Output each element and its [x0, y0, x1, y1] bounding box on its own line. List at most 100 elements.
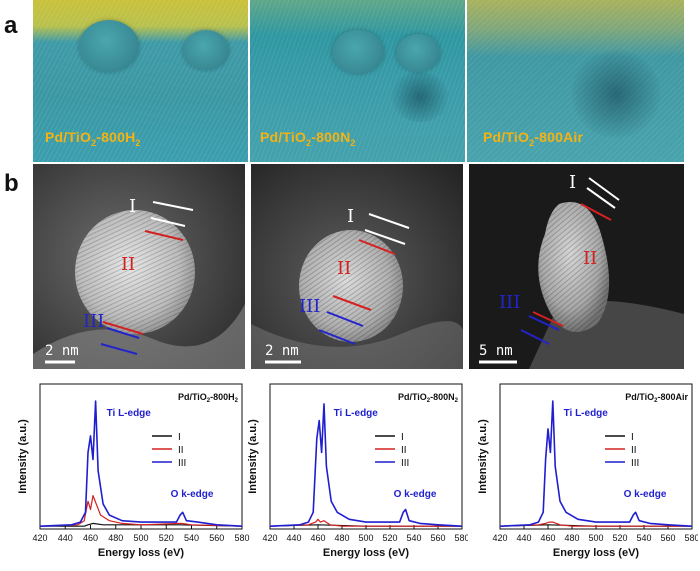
x-tick-label: 580	[234, 533, 249, 543]
x-tick-label: 500	[358, 533, 373, 543]
scale-bar-label: 5 nm	[479, 343, 513, 359]
legend-label-I: I	[178, 432, 181, 443]
pd-particle	[183, 30, 229, 70]
eels-chart-n2: 420 440 460 480 500 520 540 560 580 Energy loss (…	[240, 372, 470, 566]
x-tick-label: 440	[58, 533, 73, 543]
hrtem-image-h2: Pd/TiO2-800H2	[33, 0, 248, 162]
region-line-I	[586, 187, 616, 209]
x-tick-label: 440	[516, 533, 531, 543]
legend-label-II: II	[401, 445, 407, 456]
series-line-II	[39, 494, 243, 527]
x-tick-label: 520	[382, 533, 397, 543]
x-tick-label: 420	[492, 533, 507, 543]
x-tick-label: 480	[334, 533, 349, 543]
chart-title: Pd/TiO2-800N2	[398, 392, 459, 404]
region-line-II	[332, 295, 372, 311]
scale-bar-label: 2 nm	[265, 343, 299, 359]
region-line-II	[532, 311, 564, 327]
x-tick-label: 420	[262, 533, 277, 543]
panel-label-b: b	[4, 170, 19, 197]
plot-frame	[269, 383, 463, 530]
region-line-I	[364, 229, 406, 245]
x-tick-label: 540	[636, 533, 651, 543]
region-line-I	[368, 213, 410, 229]
x-tick-label: 580	[454, 533, 468, 543]
haadf-image-d: I II III 5 nm	[469, 164, 684, 369]
x-tick-label: 560	[209, 533, 224, 543]
pd-particle	[332, 30, 384, 74]
micrograph-caption: Pd/TiO2-800N2	[260, 129, 356, 148]
x-tick-label: 500	[588, 533, 603, 543]
panel-label-a: a	[4, 12, 18, 39]
series-line-I	[40, 522, 243, 527]
micrograph-caption: Pd/TiO2-800Air	[483, 129, 584, 148]
legend-label-III: III	[401, 458, 409, 469]
x-tick-label: 460	[83, 533, 98, 543]
eels-chart-svg: 420 440 460 480 500 520 540 560 580 Energy loss (…	[17, 383, 250, 559]
annotation-ti-l-edge: Ti L-edge	[107, 408, 152, 419]
embedded-particle	[571, 50, 661, 138]
hrtem-image-n2: Pd/TiO2-800N2	[250, 0, 465, 162]
hrtem-image-air: Pd/TiO2-800Air	[467, 0, 684, 162]
micrograph-caption: Pd/TiO2-800H2	[45, 129, 141, 148]
annotation-o-k-edge: O k-edge	[394, 489, 437, 500]
haadf-image-b: I II III 2 nm	[33, 164, 245, 369]
x-axis-label: Energy loss (eV)	[98, 547, 185, 559]
x-tick-label: 520	[159, 533, 174, 543]
pd-particle	[396, 34, 440, 72]
y-axis-label: Intensity (a.u.)	[17, 419, 29, 494]
chart-title: Pd/TiO2-800H2	[178, 392, 239, 404]
x-tick-label: 500	[133, 533, 148, 543]
x-tick-label: 540	[184, 533, 199, 543]
chart-title: Pd/TiO2-800Air	[625, 392, 688, 404]
annotation-o-k-edge: O k-edge	[624, 489, 667, 500]
region-line-III	[520, 329, 550, 345]
region-label-III: III	[299, 296, 320, 317]
region-label-III: III	[83, 311, 104, 332]
x-tick-label: 560	[660, 533, 675, 543]
x-axis-label: Energy loss (eV)	[323, 547, 410, 559]
series-line-II	[499, 521, 692, 527]
pd-particle	[79, 20, 139, 72]
region-line-I	[588, 177, 620, 201]
series-line-III	[499, 400, 693, 527]
x-tick-label: 460	[540, 533, 555, 543]
legend-label-II: II	[631, 445, 637, 456]
x-tick-label: 440	[286, 533, 301, 543]
region-label-I: I	[129, 196, 136, 217]
eels-chart-h2: 420 440 460 480 500 520 540 560 580 Energy loss (…	[2, 372, 250, 566]
x-tick-label: 420	[32, 533, 47, 543]
region-label-II: II	[337, 258, 351, 279]
region-line-I	[150, 217, 186, 227]
region-line-III	[318, 329, 356, 345]
series-line-III	[269, 403, 463, 527]
x-axis-label: Energy loss (eV)	[553, 547, 640, 559]
region-line-III	[100, 343, 138, 355]
region-label-III: III	[499, 292, 520, 313]
region-label-II: II	[583, 248, 597, 269]
plot-frame	[39, 383, 243, 530]
eels-chart-svg: 420 440 460 480 500 520 540 560 580 Energy loss (…	[477, 383, 700, 559]
region-line-III	[326, 311, 364, 327]
region-label-II: II	[121, 254, 135, 275]
eels-chart-air: 420 440 460 480 500 520 540 560 580 Energy loss (…	[470, 372, 700, 566]
region-line-I	[152, 201, 194, 211]
region-label-I: I	[347, 206, 354, 227]
region-line-II	[144, 230, 184, 241]
legend-label-III: III	[178, 458, 186, 469]
legend-label-III: III	[631, 458, 639, 469]
x-tick-label: 480	[564, 533, 579, 543]
embedded-particle	[390, 72, 450, 122]
series-line-III	[39, 400, 243, 527]
x-tick-label: 460	[310, 533, 325, 543]
region-line-II	[102, 321, 144, 335]
region-line-II	[580, 203, 612, 221]
x-tick-label: 560	[430, 533, 445, 543]
legend-label-I: I	[631, 432, 634, 443]
x-tick-label: 540	[406, 533, 421, 543]
x-tick-label: 480	[108, 533, 123, 543]
legend-label-I: I	[401, 432, 404, 443]
y-axis-label: Intensity (a.u.)	[247, 419, 259, 494]
series-line-II	[269, 518, 462, 527]
legend-label-II: II	[178, 445, 184, 456]
